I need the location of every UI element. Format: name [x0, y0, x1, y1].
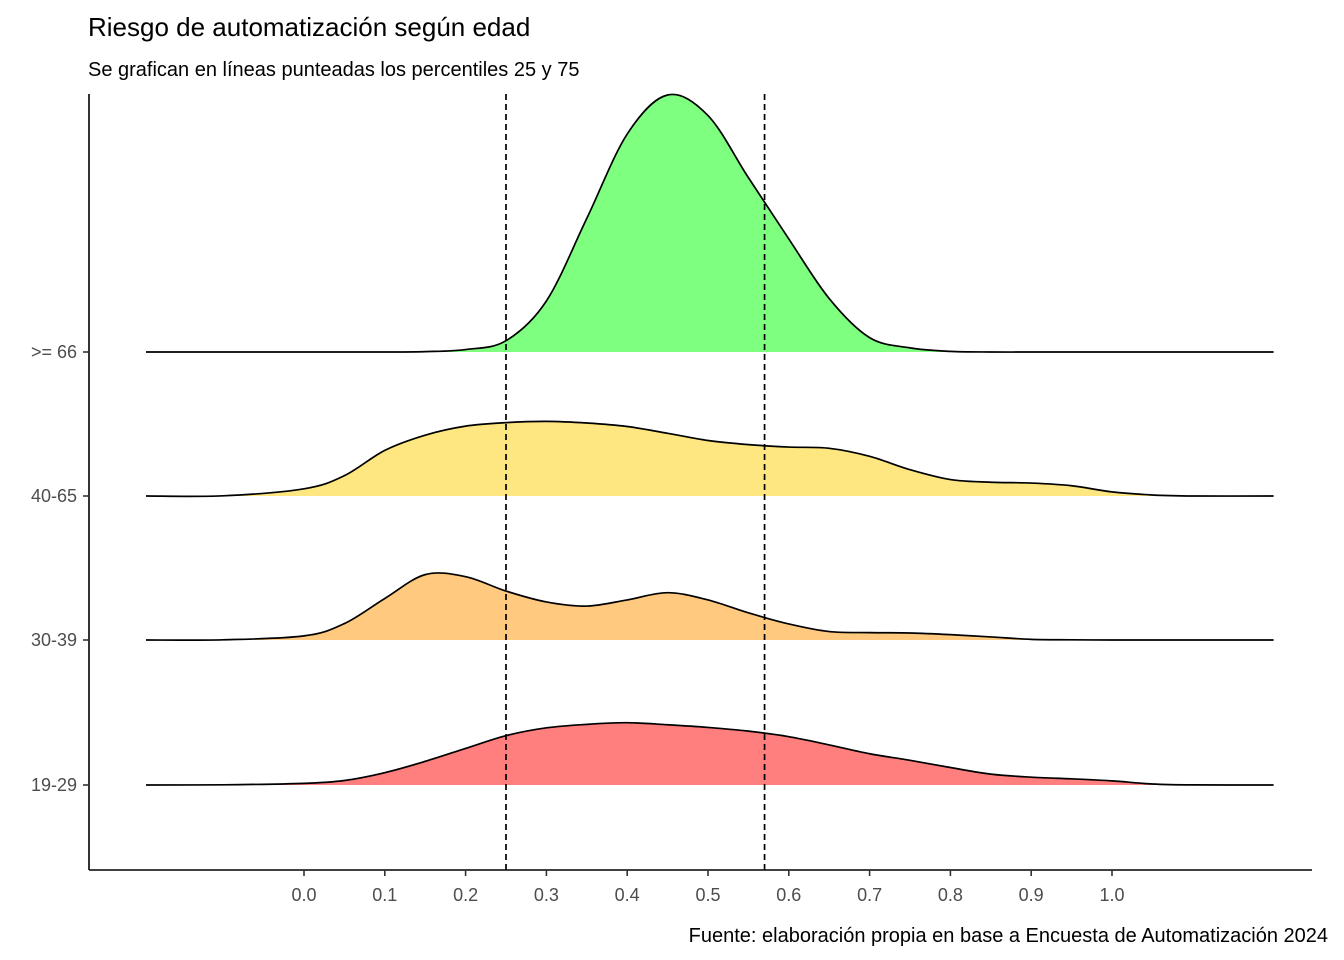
y-tick-label: >= 66: [31, 342, 77, 362]
ridge-outline: [146, 572, 1274, 642]
chart-title: Riesgo de automatización según edad: [88, 12, 530, 42]
y-tick-label: 19-29: [31, 775, 77, 795]
x-tick-label: 0.0: [291, 885, 316, 905]
x-tick-label: 0.6: [776, 885, 801, 905]
x-tick-label: 0.8: [938, 885, 963, 905]
ridges-layer: [146, 93, 1274, 786]
x-tick-label: 0.1: [372, 885, 397, 905]
x-axis: 0.0 0.1 0.2 0.3 0.4 0.5 0.6 0.7 0.8 0.9 1.0: [291, 870, 1125, 905]
ridge-19-29: [146, 721, 1274, 786]
ridge-fill: [146, 572, 1274, 641]
y-tick-label: 30-39: [31, 630, 77, 650]
chart-caption: Fuente: elaboración propia en base a Enc…: [689, 925, 1328, 947]
x-tick-label: 0.5: [695, 885, 720, 905]
ridge-fill: [146, 722, 1274, 786]
ridge-fill: [146, 94, 1274, 353]
ridge-66: [146, 93, 1274, 353]
chart-subtitle: Se grafican en líneas punteadas los perc…: [88, 59, 579, 81]
x-tick-label: 0.7: [857, 885, 882, 905]
x-tick-label: 0.3: [534, 885, 559, 905]
ridge-outline: [146, 93, 1274, 353]
ridge-outline: [146, 721, 1274, 786]
ridge-40-65: [146, 420, 1274, 498]
y-axis: >= 66 40-65 30-39 19-29: [31, 342, 89, 795]
x-tick-label: 0.2: [453, 885, 478, 905]
ridge-fill: [146, 421, 1274, 497]
ridge-30-39: [146, 572, 1274, 642]
ridge-outline: [146, 420, 1274, 498]
y-tick-label: 40-65: [31, 486, 77, 506]
x-tick-label: 0.9: [1019, 885, 1044, 905]
x-tick-label: 1.0: [1099, 885, 1124, 905]
x-tick-label: 0.4: [615, 885, 640, 905]
